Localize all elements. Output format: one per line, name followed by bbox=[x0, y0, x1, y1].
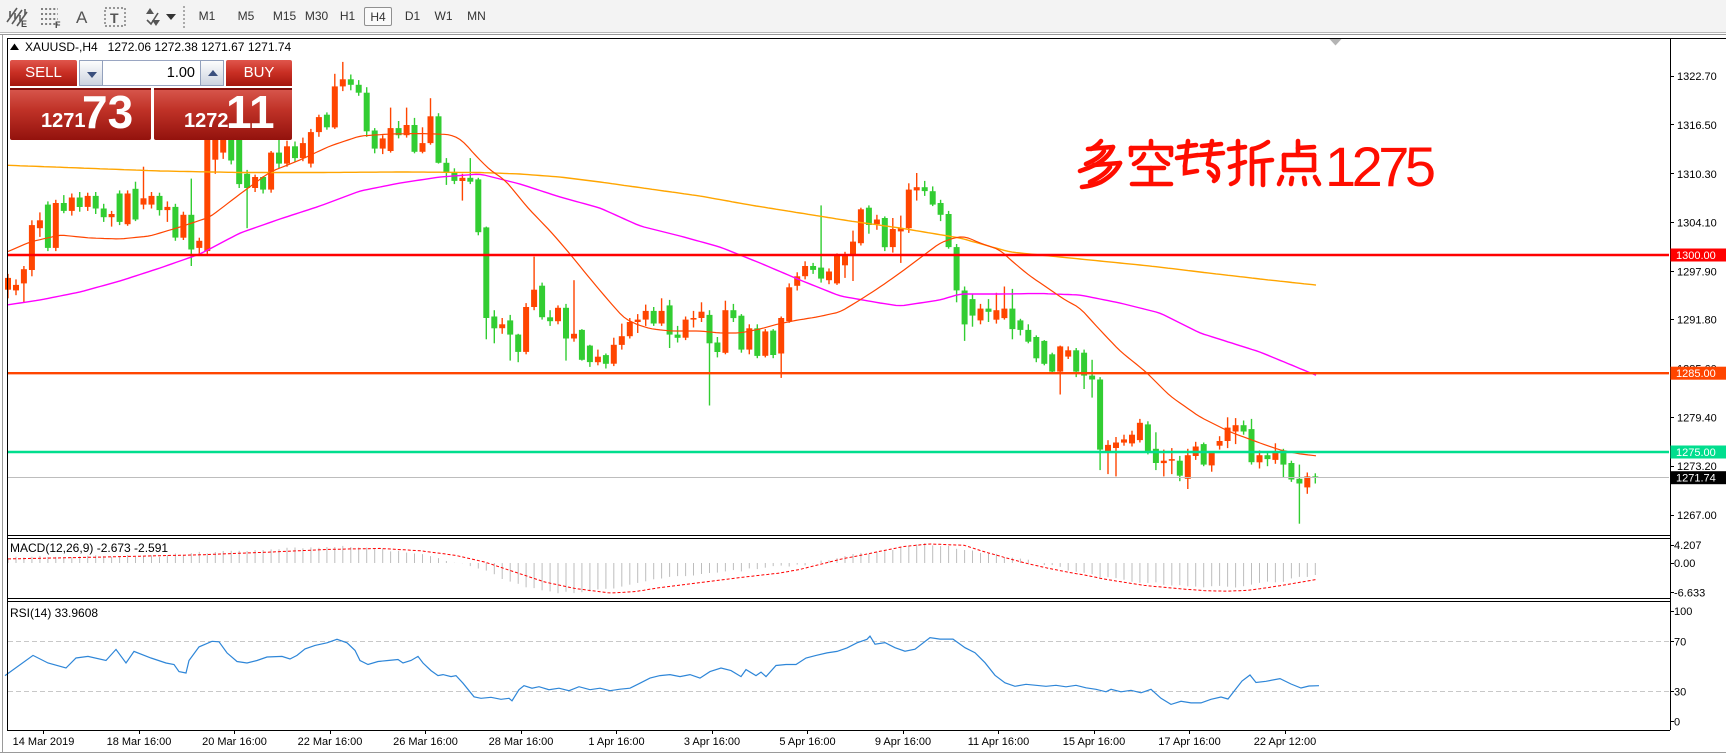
svg-text:100: 100 bbox=[1674, 606, 1692, 618]
svg-text:22 Apr 12:00: 22 Apr 12:00 bbox=[1254, 736, 1316, 748]
svg-text:1316.50: 1316.50 bbox=[1677, 120, 1717, 132]
svg-text:0: 0 bbox=[1674, 717, 1680, 729]
svg-text:11 Apr 16:00: 11 Apr 16:00 bbox=[968, 736, 1030, 748]
svg-text:1300.00: 1300.00 bbox=[1676, 250, 1716, 262]
svg-text:1275: 1275 bbox=[1325, 135, 1434, 198]
svg-text:5 Apr 16:00: 5 Apr 16:00 bbox=[779, 736, 835, 748]
svg-text:RSI(14) 33.9608: RSI(14) 33.9608 bbox=[10, 606, 98, 620]
svg-text:0.00: 0.00 bbox=[1674, 558, 1695, 570]
svg-text:T: T bbox=[110, 10, 119, 26]
svg-text:-6.633: -6.633 bbox=[1674, 588, 1705, 600]
svg-text:22 Mar 16:00: 22 Mar 16:00 bbox=[298, 736, 363, 748]
svg-text:XAUUSD-,H4 1272.06 1272.38 1: XAUUSD-,H4 1272.06 1272.38 1271.67 1271.… bbox=[25, 40, 292, 54]
svg-text:1310.30: 1310.30 bbox=[1677, 169, 1717, 181]
svg-text:70: 70 bbox=[1674, 636, 1686, 648]
svg-text:17 Apr 16:00: 17 Apr 16:00 bbox=[1158, 736, 1220, 748]
svg-text:MACD(12,26,9) -2.673 -2.591: MACD(12,26,9) -2.673 -2.591 bbox=[10, 541, 168, 555]
svg-text:14 Mar 2019: 14 Mar 2019 bbox=[13, 736, 75, 748]
svg-text:1304.10: 1304.10 bbox=[1677, 218, 1717, 230]
svg-text:18 Mar 16:00: 18 Mar 16:00 bbox=[107, 736, 172, 748]
svg-text:15 Apr 16:00: 15 Apr 16:00 bbox=[1063, 736, 1125, 748]
svg-text:1271.74: 1271.74 bbox=[1676, 473, 1716, 485]
svg-text:1297.90: 1297.90 bbox=[1677, 267, 1717, 279]
svg-text:1 Apr 16:00: 1 Apr 16:00 bbox=[588, 736, 644, 748]
svg-text:9 Apr 16:00: 9 Apr 16:00 bbox=[875, 736, 931, 748]
svg-text:3 Apr 16:00: 3 Apr 16:00 bbox=[684, 736, 740, 748]
svg-text:1291.80: 1291.80 bbox=[1677, 315, 1717, 327]
svg-text:1279.40: 1279.40 bbox=[1677, 412, 1717, 424]
svg-text:26 Mar 16:00: 26 Mar 16:00 bbox=[393, 736, 458, 748]
svg-text:F: F bbox=[55, 20, 61, 30]
svg-text:A: A bbox=[76, 8, 88, 27]
svg-text:1267.00: 1267.00 bbox=[1677, 510, 1717, 522]
svg-text:1273.20: 1273.20 bbox=[1677, 461, 1717, 473]
svg-text:28 Mar 16:00: 28 Mar 16:00 bbox=[489, 736, 554, 748]
svg-text:30: 30 bbox=[1674, 686, 1686, 698]
svg-text:4.207: 4.207 bbox=[1674, 540, 1702, 552]
svg-text:1285.00: 1285.00 bbox=[1676, 368, 1716, 380]
svg-text:1322.70: 1322.70 bbox=[1677, 71, 1717, 83]
svg-text:20 Mar 16:00: 20 Mar 16:00 bbox=[202, 736, 267, 748]
svg-text:1275.00: 1275.00 bbox=[1676, 447, 1716, 459]
svg-text:E: E bbox=[21, 19, 27, 29]
